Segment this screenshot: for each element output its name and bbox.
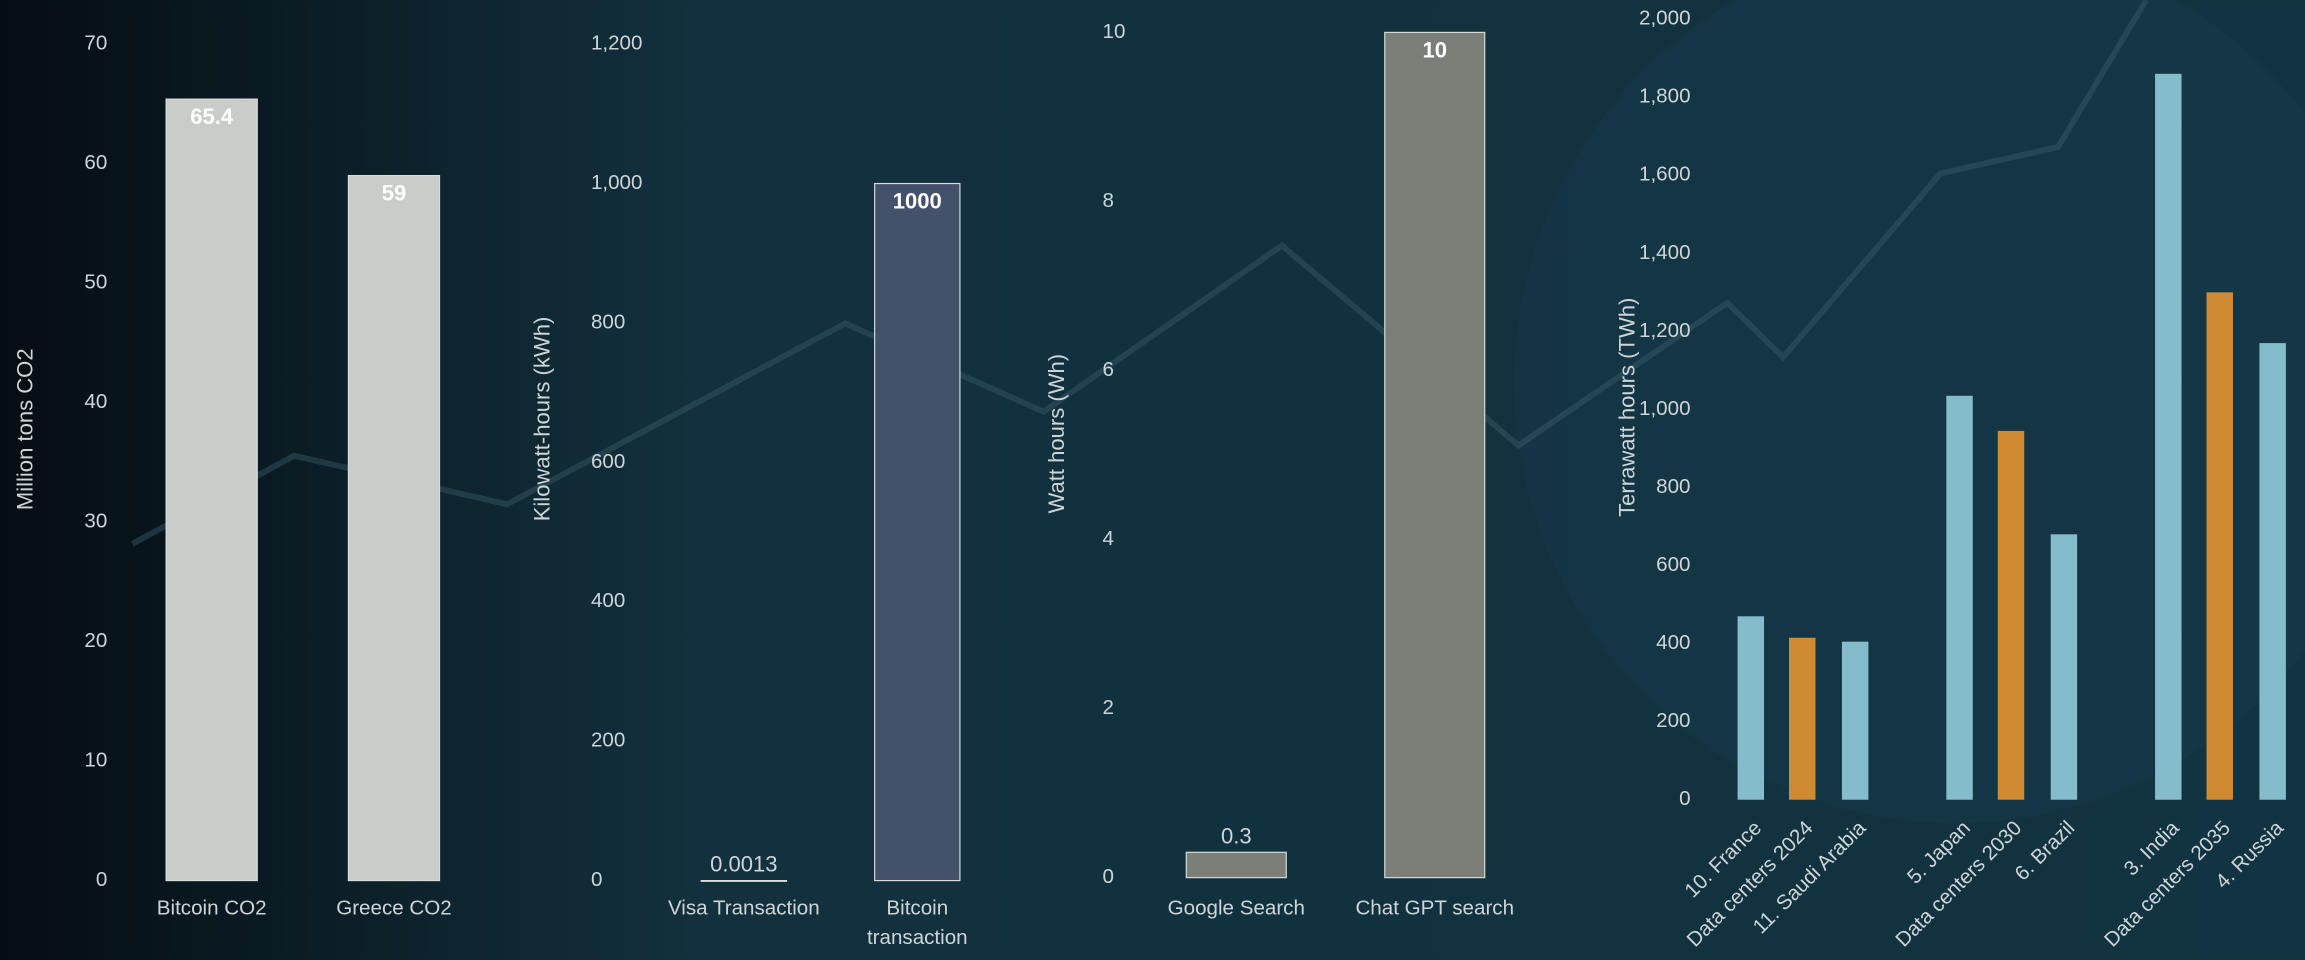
y-tick-label: 10 [1103,20,1126,43]
y-tick-label: 600 [591,450,625,473]
y-tick-label: 2,000 [1639,7,1691,30]
x-tick-label: Chat GPT search [1355,896,1514,919]
y-tick-label: 0 [591,868,602,891]
x-tick-label: Bitcoin transaction [867,896,968,948]
bar [1789,637,1816,800]
data-label: 0.3 [1221,823,1252,848]
bar [1841,641,1869,800]
data-label: 10 [1422,37,1447,62]
y-tick-label: 0 [1679,787,1690,810]
y-tick-label: 4 [1103,527,1114,550]
y-tick-label: 0 [1103,865,1114,888]
decor-globe [1514,0,2305,824]
y-axis-label: Kilowatt-hours (kWh) [530,317,555,522]
y-tick-label: 40 [84,390,107,413]
bar [1737,616,1765,800]
bar [1997,430,2025,800]
x-tick-label: Greece CO2 [336,896,452,919]
y-tick-label: 70 [84,32,107,55]
y-tick-label: 200 [1656,709,1690,732]
y-tick-label: 30 [84,510,107,533]
bar [2155,73,2182,800]
bar [1946,395,1973,800]
bar [2206,292,2233,800]
y-tick-label: 400 [1656,631,1690,654]
y-axis-label: Million tons CO2 [12,348,37,510]
bar [700,879,788,882]
y-axis-label: Terrawatt hours (TWh) [1615,298,1640,517]
data-label: 0.0013 [710,852,777,877]
bar [1384,31,1486,879]
y-tick-label: 1,800 [1639,85,1691,108]
y-tick-label: 1,400 [1639,241,1691,264]
y-tick-label: 0 [96,868,107,891]
y-tick-label: 400 [591,589,625,612]
y-tick-label: 6 [1103,358,1114,381]
y-tick-label: 600 [1656,553,1690,576]
bar [347,174,441,882]
y-tick-label: 200 [591,729,625,752]
y-tick-label: 1,200 [1639,319,1691,342]
y-tick-label: 50 [84,271,107,294]
y-tick-label: 10 [84,749,107,772]
y-tick-label: 800 [591,310,625,333]
data-label: 65.4 [190,104,234,129]
bar [165,98,258,882]
data-label: 1000 [893,188,942,213]
x-tick-label: Google Search [1168,896,1305,919]
y-tick-label: 1,000 [1639,397,1691,420]
y-axis-label: Watt hours (Wh) [1044,354,1069,514]
y-tick-label: 60 [84,151,107,174]
y-tick-label: 800 [1656,475,1690,498]
y-tick-label: 1,200 [591,32,643,55]
bar [2259,343,2286,800]
y-tick-label: 1,000 [591,171,643,194]
y-tick-label: 1,600 [1639,163,1691,186]
bar [1185,851,1287,879]
x-tick-label: Bitcoin CO2 [157,896,267,919]
data-label: 59 [382,181,407,206]
x-tick-label: Visa Transaction [668,896,820,919]
bar [874,182,961,882]
bar [2050,534,2078,800]
y-tick-label: 2 [1103,696,1114,719]
y-tick-label: 20 [84,629,107,652]
y-tick-label: 8 [1103,189,1114,212]
